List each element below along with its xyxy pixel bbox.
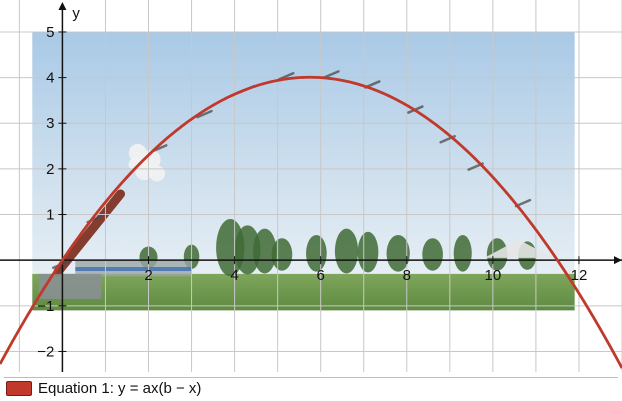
photo-tree — [453, 235, 472, 272]
x-tick-label: 4 — [230, 267, 238, 284]
x-tick-label: 12 — [571, 267, 588, 284]
photo-tree — [386, 235, 410, 272]
photo-tree — [357, 231, 379, 273]
tracked-point — [323, 70, 340, 79]
grid-lines — [0, 0, 622, 372]
x-tick-label: 8 — [403, 267, 411, 284]
photo-tree — [306, 235, 327, 272]
photo-tree — [334, 228, 359, 274]
x-axis-arrow — [614, 256, 622, 265]
photo-stands-stripe — [75, 267, 192, 272]
photo-tree — [234, 225, 261, 275]
curve-layer — [0, 75, 622, 369]
y-axis-arrow — [58, 2, 67, 10]
y-tick-label: 2 — [46, 161, 54, 178]
graph-area[interactable]: 2 4 6 8 10 12 −2 −1 1 2 3 4 5 y — [0, 0, 622, 372]
photo-cannon — [53, 189, 126, 277]
legend-bar[interactable]: Equation 1: y = ax(b − x) — [4, 377, 618, 399]
photo-sky — [32, 31, 575, 274]
parabola-curve — [0, 75, 622, 369]
y-tick-label: −1 — [37, 298, 54, 315]
y-tick-label: 1 — [46, 207, 54, 224]
photo-smoke — [149, 165, 166, 182]
legend-label: Equation 1: y = ax(b − x) — [38, 380, 202, 397]
tracked-point — [196, 109, 213, 119]
photo-smoke — [128, 157, 143, 172]
y-axis-label: y — [72, 5, 80, 22]
photo-cannon-base — [38, 273, 102, 299]
legend-color-swatch[interactable] — [6, 381, 32, 396]
y-tick-label: −2 — [37, 343, 54, 360]
photo-tree — [422, 238, 443, 271]
y-tick-label: 5 — [46, 24, 54, 41]
background-photo — [32, 31, 575, 311]
tracked-point — [277, 71, 295, 81]
x-tick-label: 2 — [144, 267, 152, 284]
photo-tree — [271, 238, 293, 271]
photo-tree — [253, 228, 277, 274]
x-tick-label: 6 — [317, 267, 325, 284]
y-tick-label: 4 — [46, 70, 54, 87]
y-tick-label: 3 — [46, 115, 54, 132]
x-tick-label: 10 — [485, 267, 502, 284]
axes — [0, 2, 622, 372]
photo-grass — [32, 273, 575, 311]
